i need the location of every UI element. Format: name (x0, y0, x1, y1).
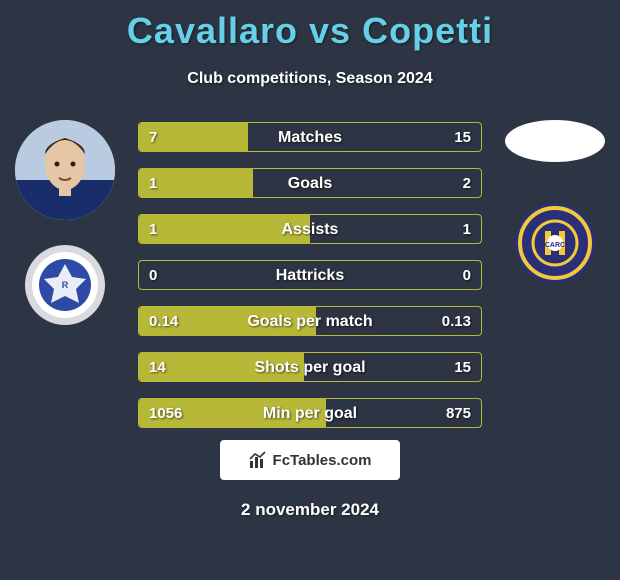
player1-photo (15, 120, 115, 220)
stat-row: 14Shots per goal15 (138, 352, 482, 382)
stat-row: 1Assists1 (138, 214, 482, 244)
player2-name: Copetti (362, 10, 493, 51)
stat-value-right: 0.13 (442, 307, 471, 336)
club-badge-icon: R (24, 244, 106, 326)
stat-row: 1Goals2 (138, 168, 482, 198)
stat-label: Goals per match (139, 307, 481, 336)
fctables-logo: FcTables.com (220, 440, 400, 480)
stat-row: 0.14Goals per match0.13 (138, 306, 482, 336)
stat-value-right: 15 (454, 123, 471, 152)
stat-row: 0Hattricks0 (138, 260, 482, 290)
player1-face-icon (15, 120, 115, 220)
player2-club-badge: CARC (514, 202, 596, 284)
stat-label: Shots per goal (139, 353, 481, 382)
vs-label: vs (309, 10, 351, 51)
right-column: CARC (500, 120, 610, 284)
stat-label: Assists (139, 215, 481, 244)
stat-value-right: 875 (446, 399, 471, 428)
svg-text:R: R (62, 280, 69, 290)
stat-value-right: 1 (463, 215, 471, 244)
chart-icon (249, 451, 267, 469)
stat-row: 7Matches15 (138, 122, 482, 152)
stat-label: Goals (139, 169, 481, 198)
stat-value-right: 2 (463, 169, 471, 198)
stat-label: Matches (139, 123, 481, 152)
stat-value-right: 15 (454, 353, 471, 382)
stat-label: Min per goal (139, 399, 481, 428)
player1-name: Cavallaro (127, 10, 298, 51)
date-label: 2 november 2024 (0, 500, 620, 520)
stat-row: 1056Min per goal875 (138, 398, 482, 428)
logo-text: FcTables.com (273, 452, 372, 469)
club-badge-icon: CARC (514, 202, 596, 284)
left-column: R (10, 120, 120, 326)
stat-value-right: 0 (463, 261, 471, 290)
stat-label: Hattricks (139, 261, 481, 290)
comparison-title: Cavallaro vs Copetti (0, 0, 620, 52)
subtitle: Club competitions, Season 2024 (0, 70, 620, 88)
stats-bars: 7Matches151Goals21Assists10Hattricks00.1… (138, 122, 482, 444)
svg-text:CARC: CARC (545, 242, 565, 249)
player2-photo-placeholder (505, 120, 605, 162)
player1-club-badge: R (24, 244, 106, 326)
